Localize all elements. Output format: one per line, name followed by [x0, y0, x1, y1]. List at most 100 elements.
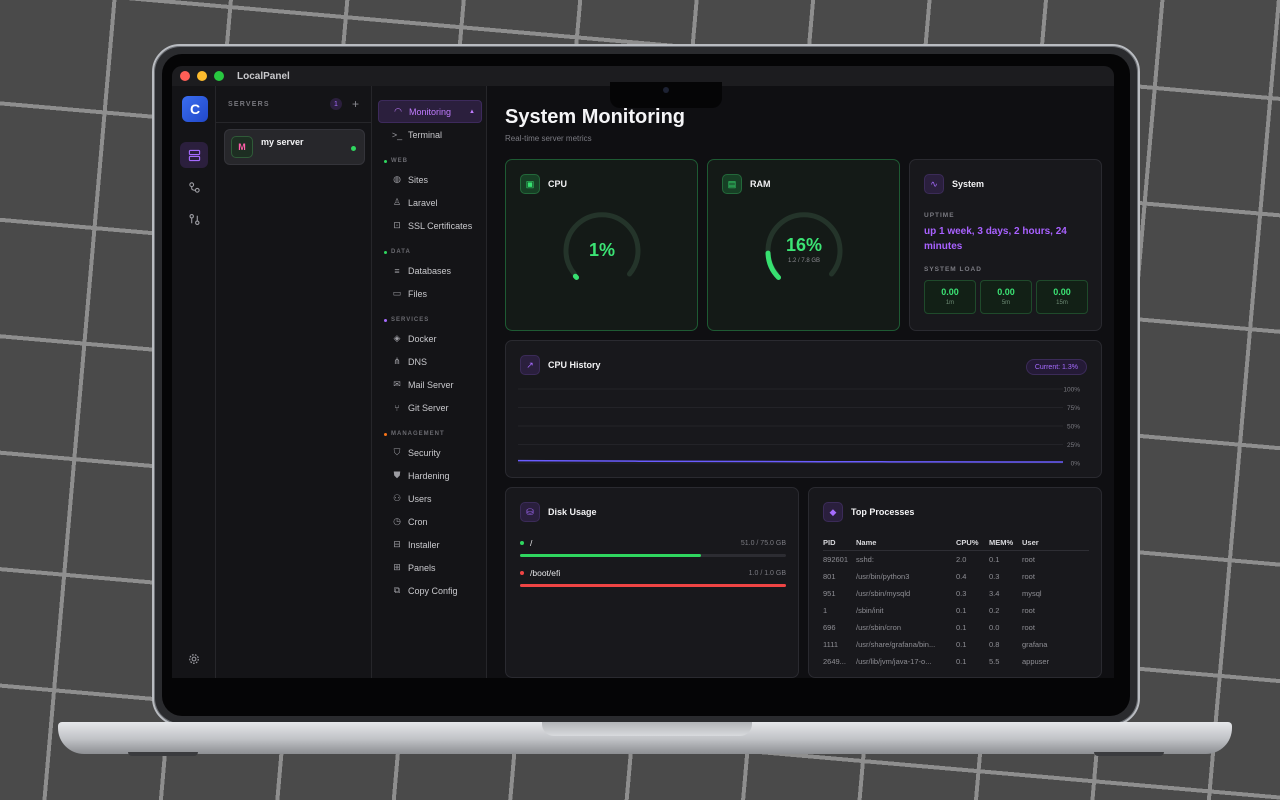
memory-icon: ▤: [722, 174, 742, 194]
nav-label: SSL Certificates: [408, 220, 473, 231]
hard-drive-icon: ⛁: [520, 502, 540, 522]
nav-security[interactable]: ⛉ Security: [378, 441, 482, 464]
nav-git[interactable]: ⑂ Git Server: [378, 396, 482, 419]
table-row: 1/sbin/init 0.1 0.2 root: [823, 602, 1089, 619]
folder-icon: ▭: [392, 288, 402, 298]
grid-icon: ⊞: [393, 562, 401, 572]
table-cell: root: [1022, 622, 1035, 632]
zoom-window-button[interactable]: [214, 71, 224, 81]
cpu-history-card: ↗ CPU History Current: 1.3% 100% 75% 50% 25…: [505, 340, 1102, 478]
users-icon: ⚇: [392, 493, 402, 503]
nav-monitoring[interactable]: ◠ Monitoring ▲: [378, 100, 482, 123]
nav-label: Panels: [408, 562, 436, 573]
disk-status-dot: [520, 541, 524, 545]
nav-section-data: DATA: [372, 237, 486, 259]
server-avatar: M: [231, 136, 253, 158]
rail-routes-button[interactable]: [180, 174, 208, 200]
nav-panels[interactable]: ⊞ Panels: [378, 556, 482, 579]
table-cell: 3.4: [989, 588, 1000, 598]
table-cell: mysql: [1022, 588, 1042, 598]
cpu-history-chart: 100% 75% 50% 25% 0%: [518, 387, 1081, 468]
load-5m: 0.00 5m: [980, 280, 1032, 314]
active-marker-icon: ▲: [469, 108, 475, 115]
app-window: LocalPanel C SERVERS 1 + M my server: [172, 66, 1114, 678]
nav-docker[interactable]: ◈ Docker: [378, 327, 482, 350]
system-load-label: SYSTEM LOAD: [924, 266, 982, 273]
ram-gauge-fill: [765, 250, 782, 280]
table-cell: 951: [823, 588, 836, 598]
top-processes-header: ◆ Top Processes: [823, 502, 914, 522]
server-card[interactable]: M my server: [224, 129, 365, 165]
section-label: WEB: [391, 158, 408, 164]
nav-laravel[interactable]: ♙ Laravel: [378, 191, 482, 214]
nav-mail[interactable]: ✉ Mail Server: [378, 373, 482, 396]
layers-icon: ◆: [823, 502, 843, 522]
nav-terminal[interactable]: >_ Terminal: [378, 123, 482, 146]
lock-icon: ⊡: [393, 220, 401, 230]
disk-row-boot-efi: /boot/efi 1.0 / 1.0 GB: [520, 568, 786, 587]
cpu-gauge-ring: [563, 212, 641, 280]
cpu-card: ▣ CPU 1%: [505, 159, 698, 331]
table-cell: 0.8: [989, 639, 1000, 649]
icon-rail: C: [172, 86, 216, 678]
system-card: ∿ System UPTIME up 1 week, 3 days, 2 hou…: [909, 159, 1102, 331]
table-cell: root: [1022, 571, 1035, 581]
gauge-icon: ◠: [394, 106, 402, 116]
table-cell: /usr/bin/python3: [856, 571, 910, 581]
current-cpu-badge: Current: 1.3%: [1025, 359, 1087, 375]
copy-icon: ⧉: [393, 585, 401, 595]
app-logo[interactable]: C: [182, 96, 208, 122]
nav-cron[interactable]: ◷ Cron: [378, 510, 482, 533]
table-cell: 0.3: [989, 571, 1000, 581]
cpu-history-line: [518, 459, 1063, 463]
rail-sync-button[interactable]: [180, 206, 208, 232]
ram-percent: 16%: [785, 235, 823, 255]
section-dot: [384, 319, 387, 322]
table-cell: 0.0: [989, 622, 1000, 632]
top-processes-card: ◆ Top Processes PID Name CPU% MEM% User …: [808, 487, 1102, 678]
close-window-button[interactable]: [180, 71, 190, 81]
gear-icon: [189, 654, 199, 664]
shield-check-icon: ⛊: [393, 470, 401, 480]
globe-icon: ◍: [393, 174, 401, 184]
add-server-button[interactable]: +: [351, 97, 359, 111]
y-tick-label: 0%: [1071, 461, 1081, 468]
cpu-icon: ▣: [520, 174, 540, 194]
nav-installer[interactable]: ⊟ Installer: [378, 533, 482, 556]
disk-row-header: / 51.0 / 75.0 GB: [520, 538, 786, 548]
nav-label: DNS: [408, 356, 428, 367]
laptop-base: [58, 722, 1232, 754]
servers-heading: SERVERS: [228, 100, 270, 108]
disk-size: 1.0 / 1.0 GB: [748, 569, 786, 577]
load-value: 0.00: [941, 287, 959, 297]
table-row: 1111/usr/share/grafana/bin... 0.1 0.8 grafa…: [823, 636, 1089, 653]
table-cell: /sbin/init: [856, 605, 884, 615]
minimize-window-button[interactable]: [197, 71, 207, 81]
nav-users[interactable]: ⚇ Users: [378, 487, 482, 510]
column-header: PID: [823, 538, 856, 551]
nav-files[interactable]: ▭ Files: [378, 282, 482, 305]
nav-databases[interactable]: ≡ Databases: [378, 259, 482, 282]
laptop-foot-right: [1094, 752, 1164, 756]
nav-dns[interactable]: ⋔ DNS: [378, 350, 482, 373]
ram-card: ▤ RAM 16% 1.2 / 7.8 GB: [707, 159, 900, 331]
settings-button[interactable]: [180, 646, 208, 672]
nav-label: Laravel: [408, 197, 438, 208]
nav-ssl[interactable]: ⊡ SSL Certificates: [378, 214, 482, 237]
table-cell: 0.4: [956, 571, 967, 581]
load-value: 0.00: [997, 287, 1015, 297]
server-count-badge: 1: [329, 98, 342, 110]
column-header: MEM%: [989, 538, 1022, 551]
nav-label: Files: [408, 288, 428, 299]
table-cell: 0.3: [956, 588, 967, 598]
table-cell: 0.2: [989, 605, 1000, 615]
nav-hardening[interactable]: ⛊ Hardening: [378, 464, 482, 487]
cpu-percent: 1%: [588, 240, 615, 260]
table-cell: root: [1022, 554, 1035, 564]
nav-copy-config[interactable]: ⧉ Copy Config: [378, 579, 482, 602]
table-row: 2649... /usr/lib/jvm/java-17-o... 0.1 5.5 ap…: [823, 653, 1089, 670]
rail-servers-button[interactable]: [180, 142, 208, 168]
nav-sites[interactable]: ◍ Sites: [378, 168, 482, 191]
section-label: DATA: [391, 249, 411, 255]
column-header: CPU%: [956, 538, 989, 551]
